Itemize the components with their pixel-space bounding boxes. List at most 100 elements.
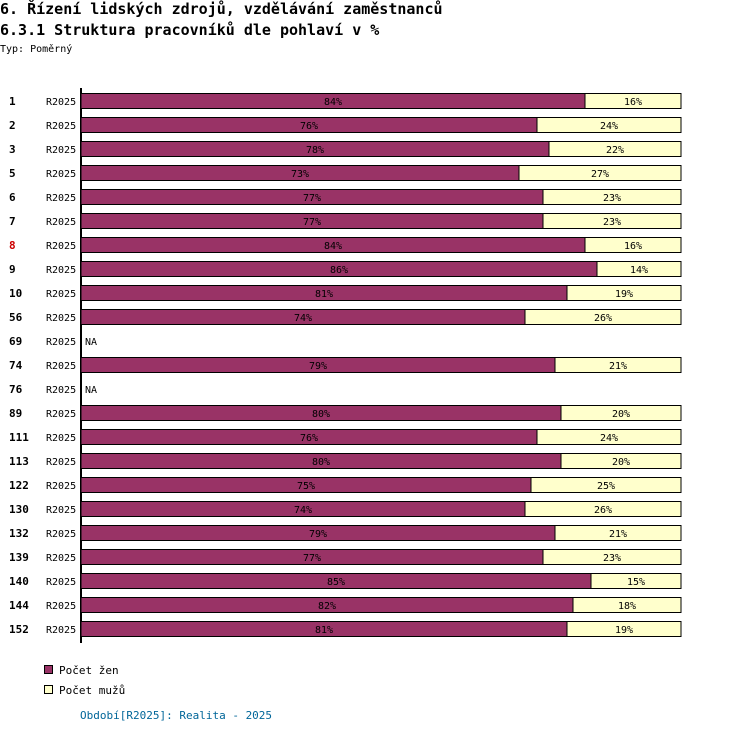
row-label: 6: [9, 191, 16, 204]
data-label-men: 23%: [603, 553, 621, 564]
data-label-women: 77%: [303, 553, 321, 564]
data-label-men: 26%: [594, 505, 612, 516]
row-period-label: R2025: [46, 289, 76, 300]
row-period-label: R2025: [46, 337, 76, 348]
data-label-women: 80%: [312, 457, 330, 468]
row-label: 132: [9, 527, 29, 540]
chart-subtitle: 6.3.1 Struktura pracovníků dle pohlaví v…: [0, 21, 380, 39]
row-label: 5: [9, 167, 16, 180]
bar-men: [524, 309, 682, 325]
data-label-women: 84%: [324, 241, 342, 252]
stacked-bar-chart: 1 R2025 84% 16% 2 R2025 76% 24% 3 R2025 78% 22% 5 R20…: [9, 88, 682, 643]
row-period-label: R2025: [46, 265, 76, 276]
bar-men: [542, 549, 682, 565]
row-period-label: R2025: [46, 457, 76, 468]
row-period-label: R2025: [46, 529, 76, 540]
legend-swatch-women: [44, 665, 53, 674]
row-period-label: R2025: [46, 577, 76, 588]
row-period-label: R2025: [46, 169, 76, 180]
row-period-label: R2025: [46, 121, 76, 132]
row-period-label: R2025: [46, 385, 76, 396]
data-label-men: 25%: [597, 481, 615, 492]
data-label-men: 20%: [612, 457, 630, 468]
bar-men: [584, 93, 682, 109]
data-label-men: 22%: [606, 145, 624, 156]
bar-men: [590, 573, 682, 589]
bar-men: [536, 429, 682, 445]
row-period-label: R2025: [46, 145, 76, 156]
data-label-women: 77%: [303, 217, 321, 228]
legend-item-women: Počet žen: [44, 665, 119, 677]
row-label: 111: [9, 431, 29, 444]
bar-men: [560, 405, 682, 421]
data-label-men: 26%: [594, 313, 612, 324]
data-label-women: 82%: [318, 601, 336, 612]
na-label: NA: [85, 337, 97, 348]
row-period-label: R2025: [46, 193, 76, 204]
row-label: 8: [9, 239, 16, 252]
data-label-men: 21%: [609, 529, 627, 540]
row-period-label: R2025: [46, 241, 76, 252]
data-label-women: 81%: [315, 625, 333, 636]
row-period-label: R2025: [46, 553, 76, 564]
bar-men: [566, 285, 682, 301]
row-period-label: R2025: [46, 505, 76, 516]
row-label: 69: [9, 335, 22, 348]
data-label-women: 74%: [294, 505, 312, 516]
row-label: 89: [9, 407, 22, 420]
bar-men: [542, 213, 682, 229]
data-label-men: 19%: [615, 625, 633, 636]
data-label-women: 77%: [303, 193, 321, 204]
data-label-women: 74%: [294, 313, 312, 324]
row-label: 3: [9, 143, 16, 156]
row-period-label: R2025: [46, 361, 76, 372]
data-label-women: 85%: [327, 577, 345, 588]
bar-men: [536, 117, 682, 133]
chart-type-label: Typ: Poměrný: [0, 44, 73, 55]
row-label: 1: [9, 95, 16, 108]
data-label-men: 24%: [600, 121, 618, 132]
data-label-women: 84%: [324, 97, 342, 108]
bar-men: [584, 237, 682, 253]
data-label-men: 16%: [624, 241, 642, 252]
data-label-women: 80%: [312, 409, 330, 420]
legend-label-women: Počet žen: [59, 664, 119, 677]
bar-men: [524, 501, 682, 517]
data-label-men: 19%: [615, 289, 633, 300]
data-label-women: 86%: [330, 265, 348, 276]
data-label-men: 15%: [627, 577, 645, 588]
row-label: 113: [9, 455, 29, 468]
row-label: 152: [9, 623, 29, 636]
row-label: 74: [9, 359, 23, 372]
row-label: 56: [9, 311, 23, 324]
page-title: 6. Řízení lidských zdrojů, vzdělávání za…: [0, 0, 443, 18]
bar-men: [518, 165, 682, 181]
bar-men: [572, 597, 682, 613]
data-label-women: 81%: [315, 289, 333, 300]
data-label-women: 79%: [309, 361, 327, 372]
data-label-women: 73%: [291, 169, 309, 180]
period-info: Období[R2025]: Realita - 2025: [80, 709, 273, 722]
data-label-men: 20%: [612, 409, 630, 420]
legend-item-men: Počet mužů: [44, 685, 125, 697]
legend-label-men: Počet mužů: [59, 684, 126, 697]
data-label-men: 23%: [603, 193, 621, 204]
bar-men: [560, 453, 682, 469]
row-period-label: R2025: [46, 409, 76, 420]
data-label-men: 14%: [630, 265, 648, 276]
row-label: 139: [9, 551, 29, 564]
bar-men: [548, 141, 682, 157]
data-label-women: 76%: [300, 433, 318, 444]
data-label-women: 79%: [309, 529, 327, 540]
data-label-women: 76%: [300, 121, 318, 132]
data-label-men: 27%: [591, 169, 609, 180]
data-label-men: 18%: [618, 601, 636, 612]
row-period-label: R2025: [46, 433, 76, 444]
data-label-men: 23%: [603, 217, 621, 228]
bar-men: [554, 525, 682, 541]
data-label-men: 21%: [609, 361, 627, 372]
row-label: 144: [9, 599, 29, 612]
row-label: 10: [9, 287, 22, 300]
row-label: 2: [9, 119, 16, 132]
row-label: 140: [9, 575, 29, 588]
